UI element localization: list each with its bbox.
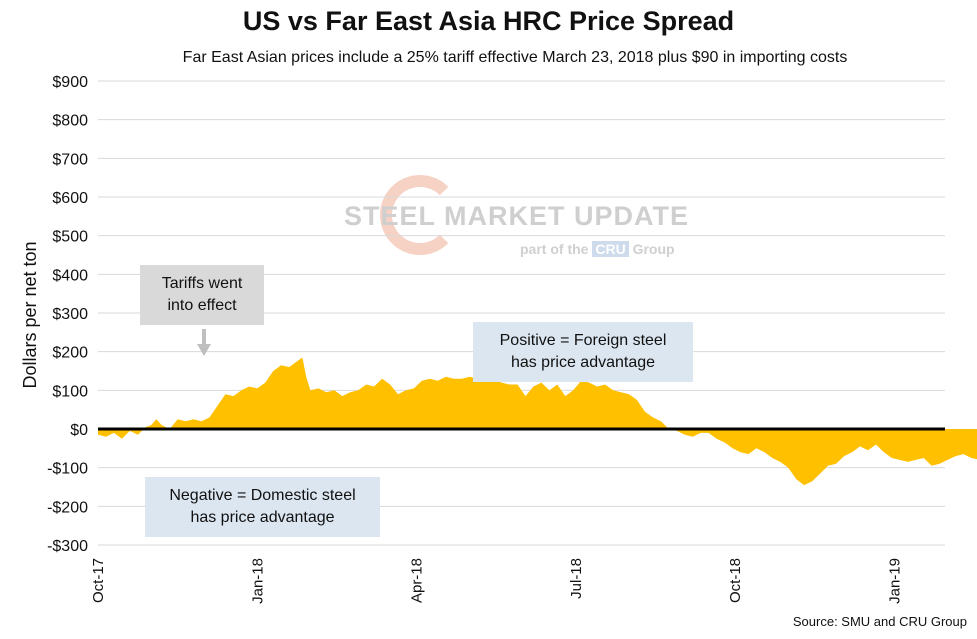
chart-source: Source: SMU and CRU Group xyxy=(792,614,967,629)
y-tick-label: $0 xyxy=(70,422,88,439)
x-tick-label: Jul-18 xyxy=(568,558,585,599)
y-tick-label: $400 xyxy=(52,267,88,284)
x-tick-label: Jan-18 xyxy=(249,558,266,604)
annotation-positive-text: Positive = Foreign steel has price advant… xyxy=(499,332,667,371)
y-tick-label: $900 xyxy=(52,74,88,91)
y-tick-label: $200 xyxy=(52,345,88,362)
y-tick-label: $800 xyxy=(52,113,88,130)
x-tick-label: Apr-18 xyxy=(409,558,426,603)
annotation-negative: Negative = Domestic steel has price advan… xyxy=(145,477,380,537)
chart-title: US vs Far East Asia HRC Price Spread xyxy=(242,6,735,36)
y-tick-label: $300 xyxy=(52,306,88,323)
y-tick-label: $700 xyxy=(52,151,88,168)
watermark-sub-suffix: Group xyxy=(632,241,675,257)
watermark-cru-badge: CRU xyxy=(592,241,629,257)
series-area xyxy=(98,357,977,486)
y-tick-label: -$300 xyxy=(47,538,88,555)
y-tick-label: -$200 xyxy=(47,499,88,516)
watermark-logo: STEEL MARKET UPDATE part of the CRU Grou… xyxy=(344,172,688,272)
chart-subtitle: Far East Asian prices include a 25% tari… xyxy=(182,49,848,66)
watermark-sub-prefix: part of the xyxy=(520,241,589,257)
x-tick-label: Jan-19 xyxy=(887,558,904,604)
annotation-positive: Positive = Foreign steel has price advant… xyxy=(473,322,693,382)
x-tick-label: Oct-17 xyxy=(90,558,107,603)
y-tick-label: $500 xyxy=(52,229,88,246)
y-tick-label: $600 xyxy=(52,190,88,207)
annotation-tariff: Tariffs went into effect xyxy=(140,265,264,325)
y-tick-label: $100 xyxy=(52,383,88,400)
annotation-negative-text: Negative = Domestic steel has price advan… xyxy=(169,487,356,526)
watermark-main: STEEL MARKET UPDATE xyxy=(344,201,690,231)
tariff-pointer-arrow xyxy=(197,344,211,356)
x-tick-label: Oct-18 xyxy=(727,558,744,603)
annotation-tariff-text: Tariffs went into effect xyxy=(161,275,243,314)
y-tick-label: -$100 xyxy=(47,461,88,478)
watermark-sub: part of the CRU Group xyxy=(520,241,675,257)
